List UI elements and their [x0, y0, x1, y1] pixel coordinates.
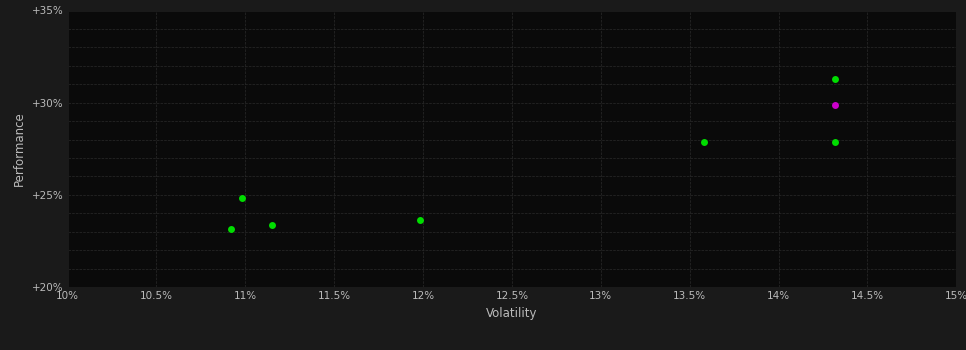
Y-axis label: Performance: Performance	[14, 111, 26, 186]
Point	[828, 140, 843, 145]
Point	[828, 76, 843, 82]
Point	[412, 217, 427, 223]
X-axis label: Volatility: Volatility	[486, 307, 538, 320]
Point	[828, 103, 843, 108]
Point	[696, 140, 712, 145]
Point	[223, 226, 239, 232]
Point	[234, 195, 249, 201]
Point	[265, 223, 280, 228]
